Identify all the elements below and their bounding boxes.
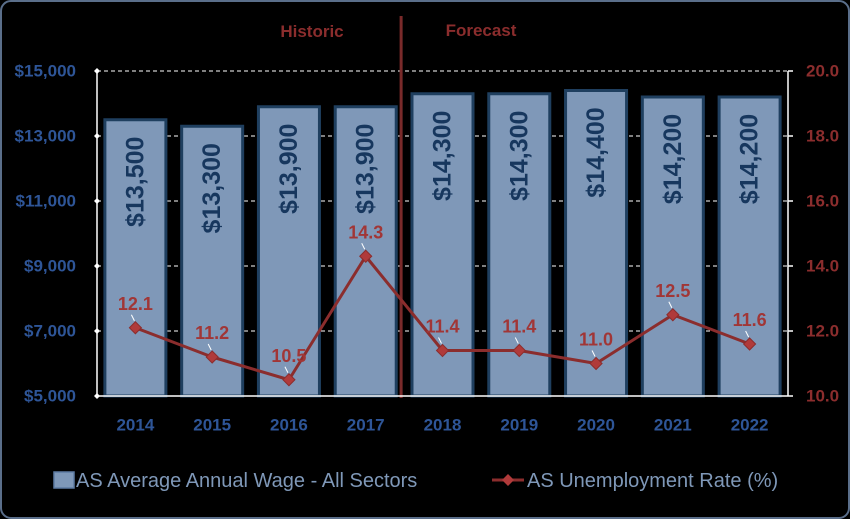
wage-bar-labels: $13,500 $13,300 $13,900 $13,900 $14,300 $14,3… bbox=[121, 107, 763, 233]
right-tick-label: 12.0 bbox=[806, 322, 839, 341]
legend-label-wage: AS Average Annual Wage - All Sectors bbox=[76, 470, 417, 492]
unemployment-point-label: 11.4 bbox=[502, 317, 536, 337]
unemployment-point-label: 14.3 bbox=[348, 222, 383, 242]
x-tick-label: 2014 bbox=[116, 416, 154, 435]
unemployment-point bbox=[435, 343, 450, 358]
right-tick-label: 20.0 bbox=[806, 62, 839, 81]
unemployment-point bbox=[666, 308, 680, 322]
historic-annotation: Historic bbox=[280, 22, 343, 41]
label-leader-line bbox=[438, 337, 442, 344]
wage-bar bbox=[256, 105, 321, 398]
left-tick-label: $9,000 bbox=[24, 257, 76, 276]
unemployment-point bbox=[742, 337, 757, 351]
label-leader-line bbox=[591, 350, 596, 357]
label-leader-line bbox=[207, 343, 212, 351]
unemployment-point-label: 11.2 bbox=[195, 323, 229, 343]
legend: AS Average Annual Wage - All Sectors AS … bbox=[53, 470, 778, 492]
wage-bar-label: $13,900 bbox=[352, 124, 380, 214]
right-tick-label: 18.0 bbox=[806, 127, 839, 146]
unemployment-line bbox=[128, 249, 757, 387]
unemployment-point bbox=[205, 350, 219, 364]
label-leader-line bbox=[284, 366, 289, 373]
label-leader-line bbox=[130, 314, 135, 321]
wage-bar-label: $14,200 bbox=[736, 114, 764, 204]
wage-bar bbox=[103, 118, 168, 398]
wage-bar-label: $14,200 bbox=[659, 114, 687, 204]
legend-swatch-wage bbox=[53, 471, 75, 489]
wage-bar-label: $14,300 bbox=[429, 111, 457, 201]
right-tick-label: 10.0 bbox=[806, 387, 839, 406]
wage-bar-label: $14,400 bbox=[582, 107, 610, 197]
unemployment-point-label: 11.0 bbox=[579, 330, 613, 350]
wage-bar-label: $14,300 bbox=[505, 111, 533, 201]
unemployment-point bbox=[359, 249, 373, 263]
legend-label-unemployment: AS Unemployment Rate (%) bbox=[527, 470, 778, 492]
x-tick-label: 2021 bbox=[654, 416, 692, 435]
x-tick-label: 2017 bbox=[347, 416, 385, 435]
wage-bars bbox=[103, 89, 782, 398]
wage-bar-label: $13,500 bbox=[121, 137, 149, 227]
left-tick-label: $7,000 bbox=[24, 322, 76, 341]
left-tick-label: $5,000 bbox=[24, 387, 76, 406]
left-tick-label: $13,000 bbox=[15, 127, 76, 146]
x-tick-label: 2016 bbox=[270, 416, 308, 435]
x-tick-label: 2018 bbox=[424, 416, 462, 435]
wage-bar-label: $13,300 bbox=[198, 143, 226, 233]
wage-bar-label: $13,900 bbox=[275, 124, 303, 214]
x-tick-label: 2020 bbox=[577, 416, 615, 435]
legend-swatch-marker bbox=[502, 474, 514, 486]
unemployment-point bbox=[512, 343, 526, 358]
left-tick-label: $15,000 bbox=[15, 62, 76, 81]
x-tick-label: 2019 bbox=[500, 416, 538, 435]
label-leader-line bbox=[668, 301, 673, 308]
unemployment-point-label: 11.6 bbox=[733, 310, 767, 330]
label-leader-line bbox=[745, 330, 750, 338]
unemployment-point-label: 10.5 bbox=[271, 346, 306, 366]
unemployment-point bbox=[128, 321, 143, 335]
x-tick-label: 2022 bbox=[731, 416, 769, 435]
unemployment-point-label: 12.1 bbox=[118, 294, 153, 314]
right-tick-label: 14.0 bbox=[806, 257, 839, 276]
left-tick-label: $11,000 bbox=[15, 192, 76, 211]
axes: $5,000 $7,000 $9,000 $11,000 $13,000 $15,000 1… bbox=[15, 62, 840, 435]
label-leader-line bbox=[514, 337, 519, 344]
unemployment-point bbox=[589, 356, 603, 371]
wage-bar bbox=[640, 95, 705, 398]
unemployment-labels: 12.1 11.2 10.5 14.3 11.4 11.4 11.0 12.5 11.6 bbox=[118, 222, 767, 373]
unemployment-point bbox=[282, 373, 296, 387]
unemployment-point-label: 12.5 bbox=[655, 281, 690, 301]
x-tick-label: 2015 bbox=[193, 416, 231, 435]
right-tick-label: 16.0 bbox=[806, 192, 839, 211]
unemployment-point-label: 11.4 bbox=[425, 317, 459, 337]
forecast-annotation: Forecast bbox=[446, 21, 517, 40]
label-leader-line bbox=[361, 243, 366, 250]
